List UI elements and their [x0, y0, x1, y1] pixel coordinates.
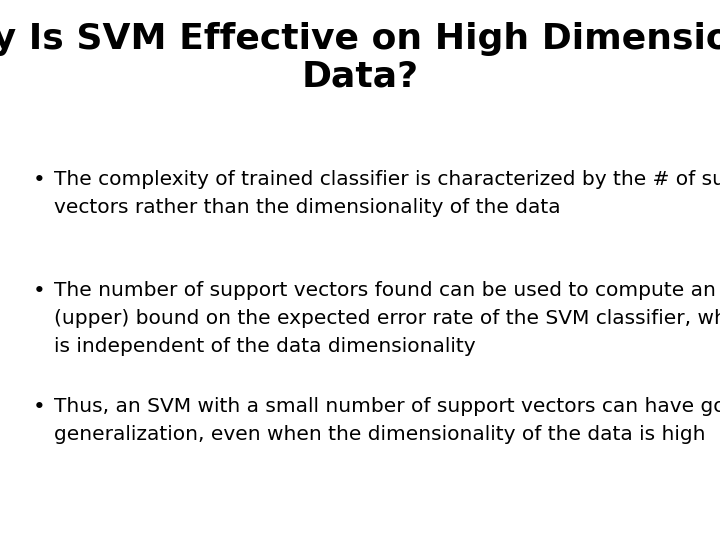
- Text: Thus, an SVM with a small number of support vectors can have good
generalization: Thus, an SVM with a small number of supp…: [54, 397, 720, 444]
- Text: •: •: [32, 170, 45, 190]
- Text: •: •: [32, 397, 45, 417]
- Text: The complexity of trained classifier is characterized by the # of support
vector: The complexity of trained classifier is …: [54, 170, 720, 217]
- Text: Why Is SVM Effective on High Dimensional
Data?: Why Is SVM Effective on High Dimensional…: [0, 22, 720, 93]
- Text: The number of support vectors found can be used to compute an
(upper) bound on t: The number of support vectors found can …: [54, 281, 720, 356]
- Text: •: •: [32, 281, 45, 301]
